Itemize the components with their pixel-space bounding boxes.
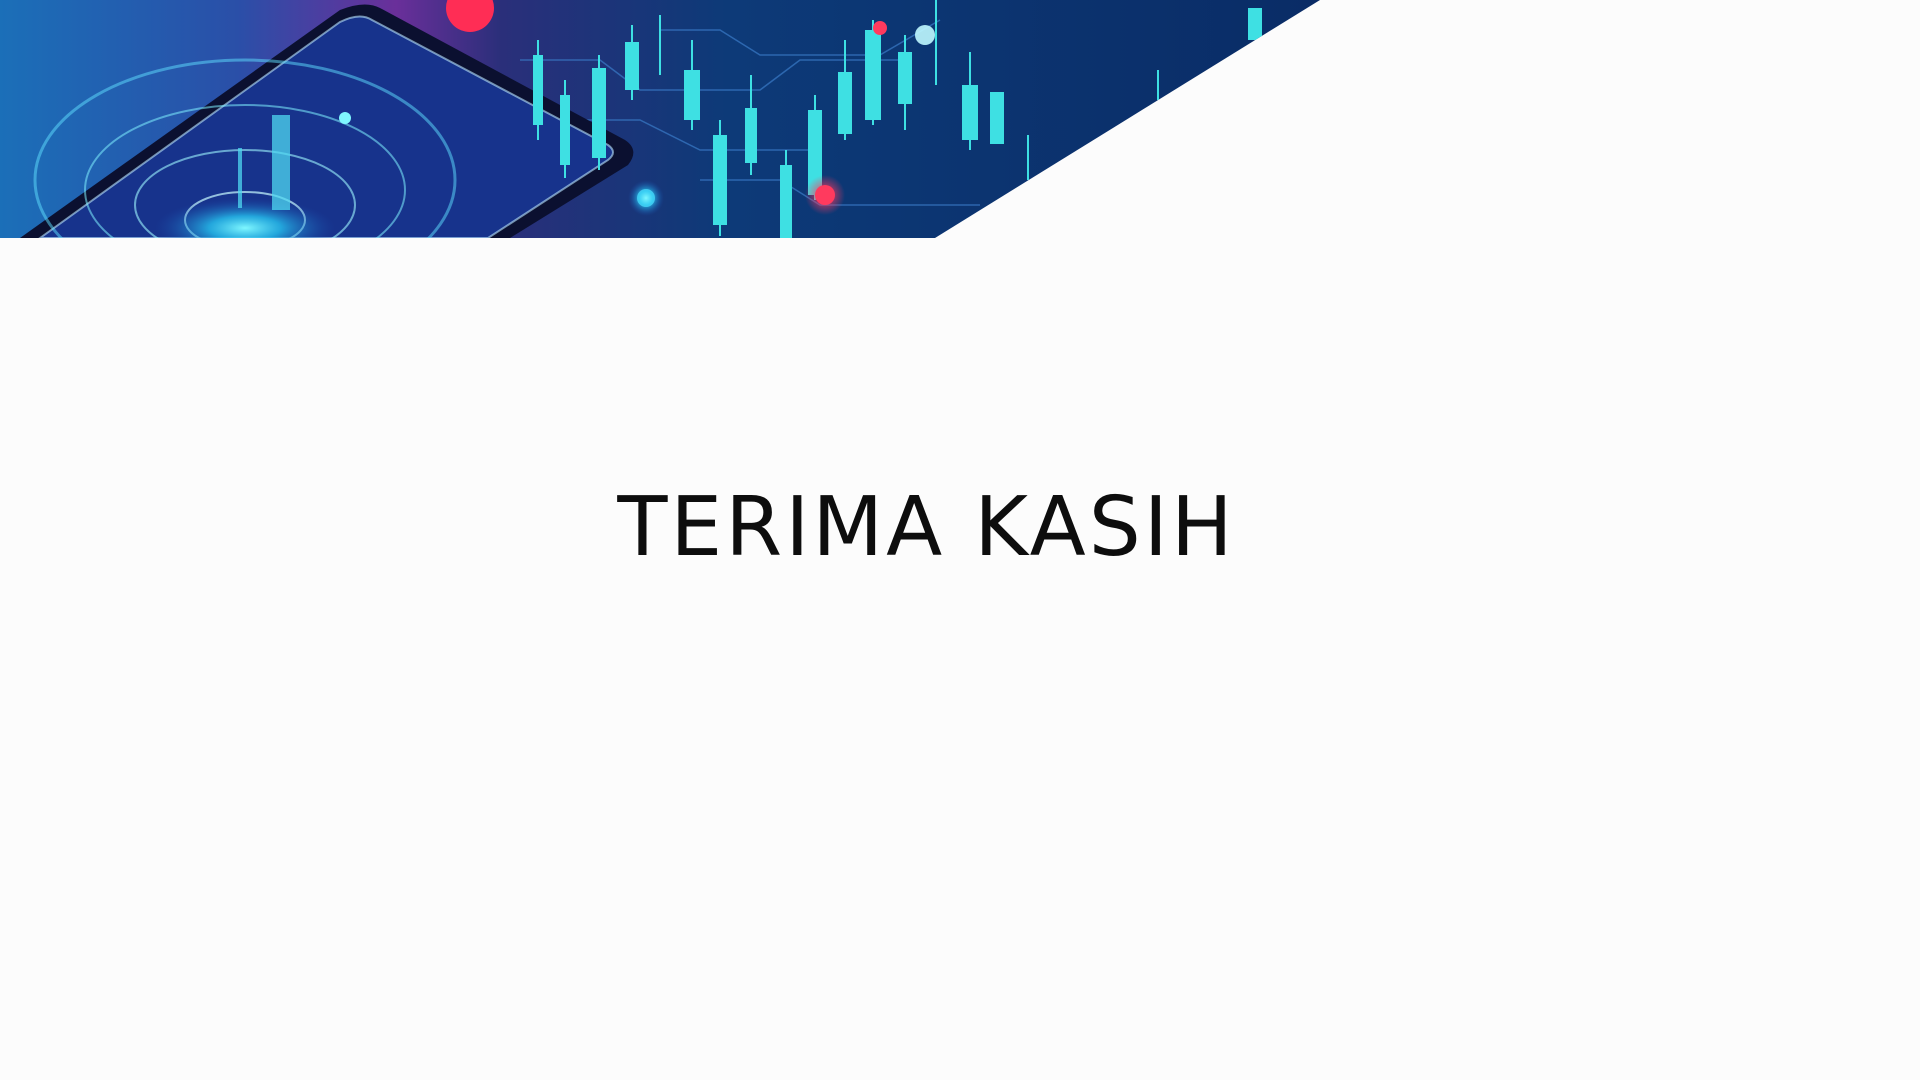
slide-title: TERIMA KASIH: [617, 480, 1236, 575]
header-banner-image: [0, 0, 1320, 238]
